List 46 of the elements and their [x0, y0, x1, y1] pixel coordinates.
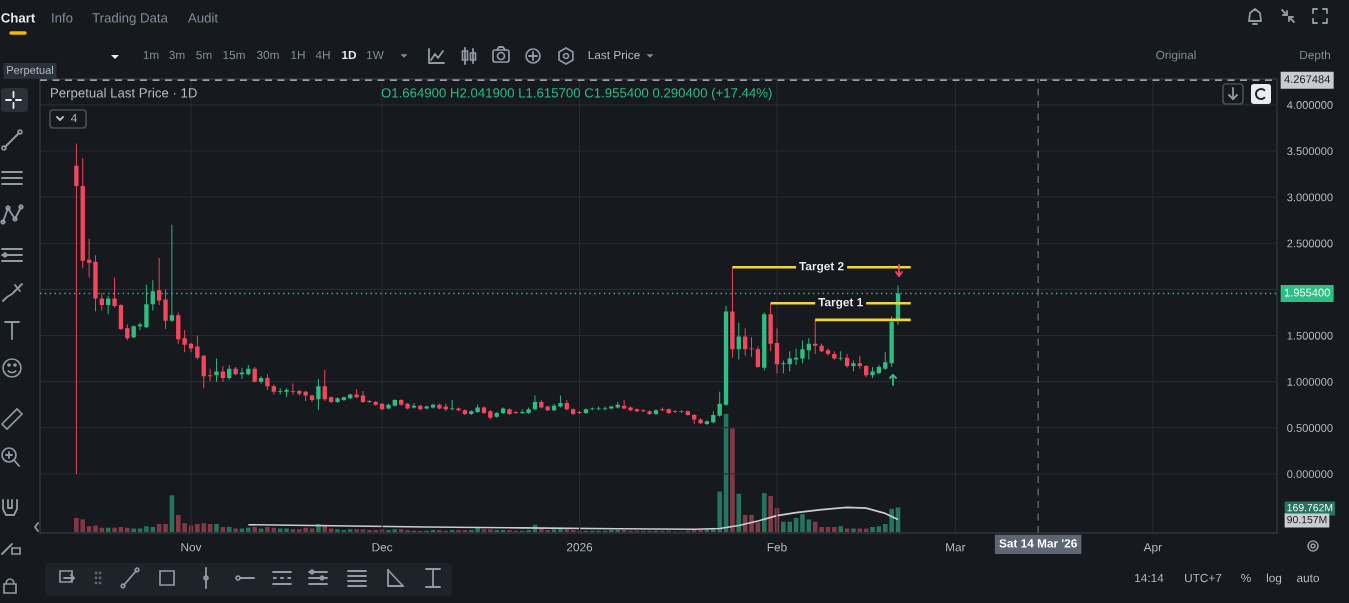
ref-line-label: 1.955400 — [1284, 288, 1330, 297]
text: Perpetual Last Price · 1D — [51, 87, 197, 101]
ref-line-label: Sat 14 Mar '26 — [999, 539, 1077, 548]
x-tick-label: Feb — [767, 542, 787, 552]
ref-line-label: 4.267484 — [1284, 75, 1331, 84]
text: Info — [52, 12, 73, 23]
y-tick-label: 1.000000 — [1287, 377, 1333, 386]
text: Audit — [187, 12, 218, 23]
text: 3m — [169, 50, 185, 60]
y-tick-label: 2.500000 — [1287, 239, 1333, 248]
annotation: 4 — [70, 113, 77, 123]
x-tick-label: 2026 — [567, 543, 593, 552]
text: 15m — [223, 50, 245, 60]
x-tick-label: Apr — [1143, 543, 1162, 554]
text: 30m — [256, 50, 279, 60]
text: Last Price — [588, 50, 640, 60]
text: 1W — [367, 50, 384, 60]
text: Perpetual — [7, 65, 54, 77]
x-tick-label: Mar — [946, 543, 966, 552]
text: Trading Data — [92, 12, 168, 26]
text: UTC+7 — [1185, 573, 1222, 583]
y-tick-label: 3.000000 — [1287, 193, 1333, 202]
y-tick-label: 0.500000 — [1287, 424, 1333, 432]
y-tick-label: 1.500000 — [1287, 331, 1333, 340]
y2-tick-label: 169.762M — [1287, 503, 1333, 512]
annotation: Target 2 — [799, 262, 844, 273]
y-tick-label: 3.500000 — [1287, 147, 1333, 156]
x-tick-label: Nov — [181, 543, 202, 552]
x-tick-label: Dec — [372, 543, 393, 552]
text: log — [1266, 573, 1282, 585]
text: % — [1241, 573, 1251, 583]
text: Chart — [1, 12, 36, 23]
y2-tick-label: 90.157M — [1287, 515, 1327, 524]
text: 4H — [315, 50, 330, 60]
text: 5m — [196, 50, 212, 60]
text: 1D — [342, 50, 357, 60]
text: auto — [1297, 574, 1319, 583]
text: 1m — [143, 50, 159, 60]
y-tick-label: 0.000000 — [1287, 470, 1333, 479]
text: 1H — [291, 50, 305, 60]
annotation: Target 1 — [818, 298, 863, 309]
text: Depth — [1300, 50, 1330, 62]
text: Original — [1156, 50, 1196, 62]
text: O1.664900 H2.041900 L1.615700 C1.955400 0.290400 (+17.44%) — [381, 87, 772, 101]
y-tick-label: 4.000000 — [1286, 101, 1333, 109]
text: 14:14 — [1135, 573, 1164, 583]
